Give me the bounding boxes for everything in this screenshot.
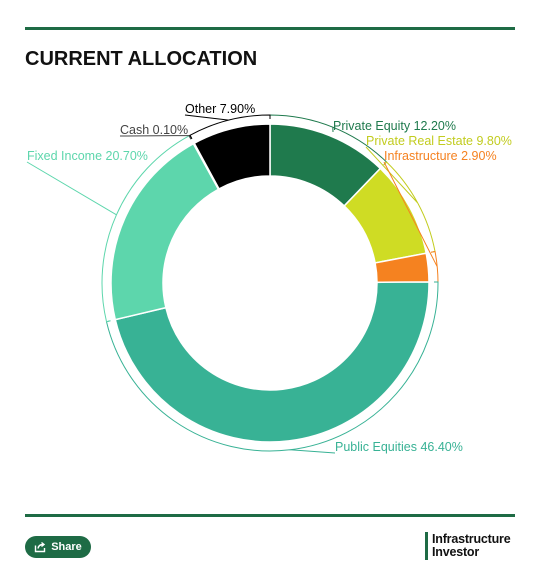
logo-bar (425, 532, 428, 560)
label-other: Other 7.90% (185, 102, 255, 116)
connector-public-equities (105, 281, 439, 454)
logo-line-1: Infrastructure (432, 532, 511, 546)
share-label: Share (51, 541, 82, 553)
label-private-equity: Private Equity 12.20% (333, 119, 456, 133)
share-icon (34, 541, 46, 553)
donut-chart: Private Equity 12.20%Private Real Estate… (26, 102, 512, 454)
connector-private-real-estate (365, 146, 436, 253)
connector-private-equity (269, 114, 388, 166)
logo-line-2: Investor (432, 545, 480, 559)
top-rule (25, 27, 515, 30)
chart-title: CURRENT ALLOCATION (25, 48, 258, 70)
slice-public-equities[interactable] (114, 281, 430, 443)
connector-other (184, 114, 271, 140)
label-cash: Cash 0.10% (120, 123, 188, 137)
slice-other[interactable] (193, 123, 271, 190)
label-infrastructure: Infrastructure 2.90% (384, 149, 497, 163)
label-fixed-income: Fixed Income 20.70% (27, 149, 148, 163)
connector-fixed-income (26, 135, 192, 323)
infrastructure-investor-logo[interactable]: Infrastructure Investor (425, 532, 511, 560)
label-private-real-estate: Private Real Estate 9.80% (366, 134, 512, 148)
bottom-rule (25, 514, 515, 517)
slice-fixed-income[interactable] (110, 142, 220, 321)
label-public-equities: Public Equities 46.40% (335, 440, 463, 454)
share-button[interactable]: Share (25, 536, 91, 558)
